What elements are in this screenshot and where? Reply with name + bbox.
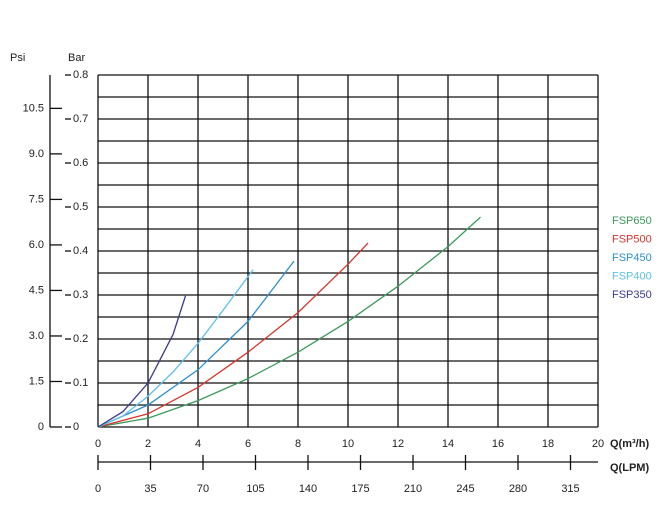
x2-tick-label: 315 bbox=[561, 483, 579, 495]
x-tick-label: 14 bbox=[442, 438, 454, 450]
series-line bbox=[97, 216, 481, 428]
y-tick-label: 0.2 bbox=[73, 333, 88, 345]
y2-tick-label: 1.5 bbox=[29, 375, 44, 387]
x-tick-label: 6 bbox=[245, 438, 251, 450]
series-line bbox=[97, 242, 369, 428]
x-tick-label: 4 bbox=[195, 438, 201, 450]
y-axis-label: Bar bbox=[68, 52, 85, 64]
y-tick-label: 0.3 bbox=[73, 289, 88, 301]
x-tick-label: 2 bbox=[145, 438, 151, 450]
y2-tick-label: 7.5 bbox=[29, 193, 44, 205]
y-tick-label: 0.5 bbox=[73, 201, 88, 213]
y2-tick-label: 4.5 bbox=[29, 284, 44, 296]
series-line bbox=[97, 269, 254, 428]
x-tick-label: 20 bbox=[592, 438, 604, 450]
legend-label: FSP450 bbox=[612, 252, 652, 264]
y2-tick-label: 9.0 bbox=[29, 148, 44, 160]
y-tick-label: 0.4 bbox=[73, 245, 88, 257]
x-axis-label: Q(m³/h) bbox=[610, 438, 649, 450]
x2-axis-label: Q(LPM) bbox=[610, 462, 649, 474]
y-tick-label: 0 bbox=[73, 421, 79, 433]
x-tick-label: 18 bbox=[542, 438, 554, 450]
y-tick-label: 0.1 bbox=[73, 377, 88, 389]
series-line bbox=[97, 295, 187, 428]
x-tick-label: 16 bbox=[492, 438, 504, 450]
x-tick-label: 0 bbox=[95, 438, 101, 450]
legend-label: FSP500 bbox=[612, 233, 652, 245]
x2-tick-label: 280 bbox=[509, 483, 527, 495]
x2-tick-label: 210 bbox=[404, 483, 422, 495]
y-tick-label: 0.8 bbox=[73, 69, 88, 81]
x-tick-label: 8 bbox=[295, 438, 301, 450]
x2-tick-label: 105 bbox=[246, 483, 264, 495]
x2-tick-label: 245 bbox=[456, 483, 474, 495]
y2-tick-label: 6.0 bbox=[29, 239, 44, 251]
x-tick-label: 12 bbox=[392, 438, 404, 450]
x-tick-label: 10 bbox=[342, 438, 354, 450]
legend-label: FSP350 bbox=[612, 289, 652, 301]
legend-label: FSP400 bbox=[612, 270, 652, 282]
y2-axis-label: Psi bbox=[10, 52, 25, 64]
legend-label: FSP650 bbox=[612, 215, 652, 227]
x2-tick-label: 70 bbox=[197, 483, 209, 495]
x2-tick-label: 175 bbox=[351, 483, 369, 495]
x2-tick-label: 35 bbox=[144, 483, 156, 495]
y2-tick-label: 10.5 bbox=[23, 102, 44, 114]
y2-tick-label: 0 bbox=[38, 421, 44, 433]
y2-tick-label: 3.0 bbox=[29, 330, 44, 342]
y-tick-label: 0.7 bbox=[73, 113, 88, 125]
x2-tick-label: 0 bbox=[95, 483, 101, 495]
y-tick-label: 0.6 bbox=[73, 157, 88, 169]
x2-tick-label: 140 bbox=[299, 483, 317, 495]
series-line bbox=[97, 260, 295, 428]
